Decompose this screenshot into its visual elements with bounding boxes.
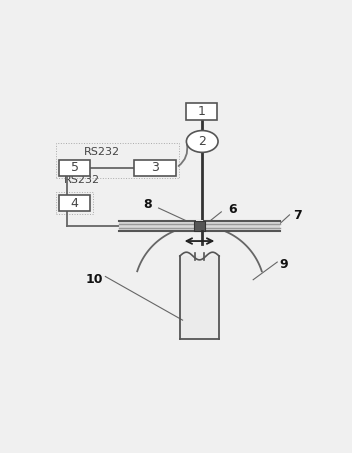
FancyBboxPatch shape [59, 160, 90, 176]
Ellipse shape [187, 130, 218, 152]
Text: 4: 4 [71, 197, 78, 210]
FancyBboxPatch shape [59, 195, 90, 211]
Text: 1: 1 [197, 105, 206, 118]
FancyBboxPatch shape [119, 221, 280, 231]
Text: RS232: RS232 [64, 175, 100, 185]
Text: 3: 3 [151, 161, 159, 174]
Text: 7: 7 [293, 209, 302, 222]
FancyBboxPatch shape [180, 256, 219, 339]
FancyBboxPatch shape [194, 221, 205, 231]
Text: 9: 9 [280, 258, 288, 271]
Text: 2: 2 [198, 135, 206, 148]
FancyBboxPatch shape [186, 103, 217, 120]
Text: 10: 10 [86, 273, 103, 286]
FancyBboxPatch shape [196, 220, 203, 232]
Text: 8: 8 [143, 198, 152, 211]
Text: RS232: RS232 [83, 147, 120, 157]
Text: 5: 5 [71, 161, 79, 174]
Text: 6: 6 [228, 203, 237, 216]
FancyBboxPatch shape [134, 160, 176, 176]
